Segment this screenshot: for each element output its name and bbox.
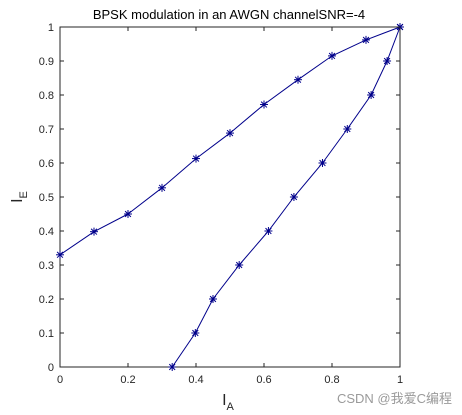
data-point: [362, 35, 370, 44]
marker-stroke: [294, 76, 302, 83]
marker-stroke: [290, 193, 298, 201]
y-tick-label: 0.3: [39, 260, 54, 272]
data-point: [90, 227, 98, 236]
y-tick-label: 1: [48, 22, 54, 34]
x-tick-label: 1: [397, 374, 403, 386]
data-point: [289, 193, 298, 201]
series-layer: [56, 23, 404, 371]
x-tick-label: 0: [57, 374, 63, 386]
y-axis-label-main: I: [9, 198, 26, 202]
marker-stroke: [383, 57, 391, 65]
y-tick-label: 0.7: [39, 124, 54, 136]
marker-stroke: [158, 184, 166, 192]
marker-stroke: [192, 329, 199, 337]
data-point: [367, 91, 376, 99]
y-tick-label: 0.5: [39, 192, 54, 204]
x-axis-label-main: I: [222, 392, 226, 409]
chart-title: BPSK modulation in an AWGN channelSNR=-4: [93, 7, 365, 22]
marker-stroke: [319, 159, 326, 167]
data-point: [209, 295, 217, 303]
marker-stroke: [367, 91, 375, 99]
x-tick-label: 0.4: [188, 374, 203, 386]
watermark: CSDN @我爱C编程: [337, 391, 452, 406]
marker-stroke: [344, 125, 351, 133]
marker-stroke: [235, 261, 243, 269]
marker-stroke: [226, 129, 234, 137]
x-axis-label-sub: A: [227, 401, 235, 413]
marker-stroke: [192, 155, 200, 162]
data-point: [124, 210, 132, 218]
data-point: [318, 159, 327, 167]
y-tick-label: 0: [48, 362, 54, 374]
data-point: [260, 100, 268, 109]
marker-stroke: [328, 52, 336, 60]
data-point: [158, 183, 166, 192]
y-tick-label: 0.9: [39, 56, 54, 68]
ticks-layer: 0 0.2 0.4 0.6 0.8 1 0 0.1 0.2 0.3 0.4 0.5 0.6 0.7 0.8 0…: [39, 22, 403, 386]
marker-stroke: [90, 228, 98, 235]
data-point: [343, 125, 352, 133]
marker-stroke: [362, 36, 370, 44]
x-tick-label: 0.6: [256, 374, 271, 386]
data-point: [56, 250, 64, 259]
y-tick-label: 0.8: [39, 90, 54, 102]
data-point: [328, 51, 336, 60]
y-tick-label: 0.6: [39, 158, 54, 170]
y-axis-label: IE: [9, 191, 30, 203]
x-tick-label: 0.8: [324, 374, 339, 386]
y-tick-label: 0.1: [39, 328, 54, 340]
data-point: [191, 329, 200, 337]
data-point: [383, 57, 392, 65]
marker-stroke: [260, 101, 268, 108]
data-point: [226, 129, 234, 138]
data-point: [235, 261, 244, 269]
plot-frame: [59, 26, 401, 368]
data-point: [168, 363, 177, 371]
plot-area: [59, 26, 401, 368]
marker-stroke: [168, 363, 176, 371]
marker-stroke: [265, 227, 272, 235]
y-axis-label-sub: E: [18, 191, 30, 198]
x-tick-label: 0.2: [120, 374, 135, 386]
y-tick-label: 0.4: [39, 226, 54, 238]
x-axis-label: IA: [222, 392, 234, 413]
y-tick-label: 0.2: [39, 294, 54, 306]
data-point: [192, 154, 200, 163]
marker-stroke: [56, 251, 64, 259]
marker-stroke: [124, 210, 132, 218]
data-point: [294, 75, 302, 84]
marker-stroke: [209, 295, 217, 303]
data-point: [264, 227, 273, 235]
